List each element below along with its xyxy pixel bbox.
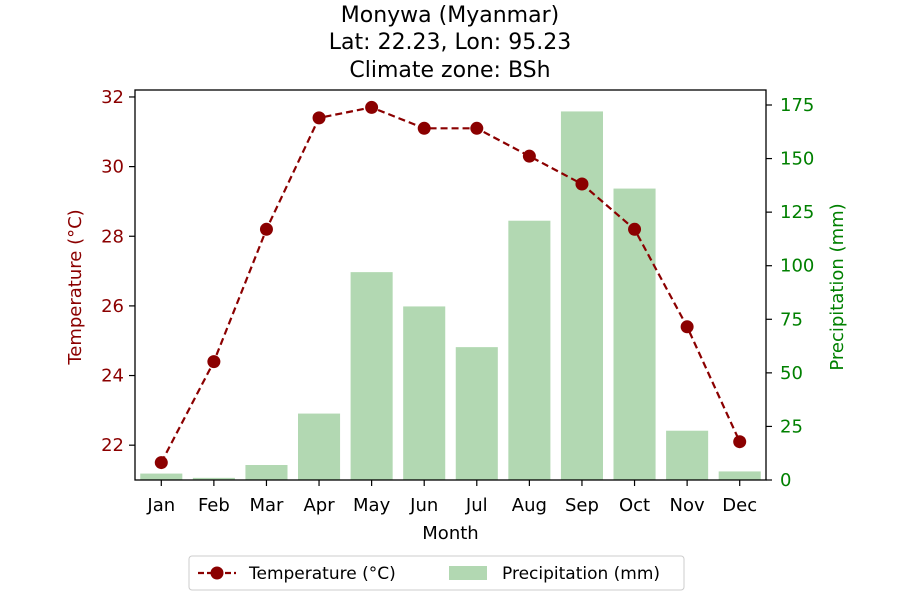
x-tick-label-aug: Aug [512, 495, 547, 516]
legend-precipitation-swatch [449, 566, 487, 580]
legend-precipitation-label: Precipitation (mm) [502, 564, 660, 584]
title-line-2: Lat: 22.23, Lon: 95.23 [329, 30, 571, 55]
precip-bar-aug [508, 220, 551, 480]
temp-point-sep [575, 177, 589, 191]
precip-bar-oct [613, 188, 656, 481]
precipitation-axis-label: Precipitation (mm) [827, 203, 848, 370]
x-tick-label-apr: Apr [303, 495, 335, 516]
y-right-tick-label-25: 25 [780, 416, 803, 437]
temperature-axis-label: Temperature (°C) [65, 209, 86, 365]
precip-bar-apr [298, 413, 341, 480]
precip-bar-nov [666, 430, 709, 480]
temp-point-oct [628, 222, 642, 236]
precip-bar-jul [455, 347, 498, 480]
temp-point-jan [154, 456, 168, 470]
title-line-1: Monywa (Myanmar) [341, 3, 559, 28]
x-tick-label-may: May [353, 495, 391, 516]
y-right-tick-label-125: 125 [780, 202, 814, 223]
temp-point-feb [207, 355, 221, 369]
y-left-tick-label-32: 32 [101, 87, 124, 108]
x-tick-label-jul: Jul [465, 495, 488, 516]
y-right-tick-label-75: 75 [780, 309, 803, 330]
legend: Temperature (°C) Precipitation (mm) [188, 555, 685, 591]
temp-point-dec [733, 435, 747, 449]
x-axis-label: Month [422, 523, 478, 544]
chart-title: Monywa (Myanmar) Lat: 22.23, Lon: 95.23 … [329, 3, 571, 83]
x-tick-label-oct: Oct [619, 495, 650, 516]
x-axis: Jan Feb Mar Apr May Jun Jul Aug Sep Oct Nov Dec [146, 480, 757, 516]
x-tick-label-jan: Jan [146, 495, 175, 516]
y-right-tick-label-175: 175 [780, 95, 814, 116]
temp-point-jun [417, 121, 431, 135]
plot-frame [134, 89, 767, 481]
temp-point-jul [470, 121, 484, 135]
temperature-axis: 22 24 26 28 30 32 [101, 87, 135, 456]
legend-temperature-marker [210, 566, 224, 580]
legend-temperature-label: Temperature (°C) [248, 564, 396, 584]
precipitation-bars [140, 111, 761, 481]
temp-point-aug [522, 149, 536, 163]
x-tick-label-dec: Dec [722, 495, 757, 516]
y-left-tick-label-30: 30 [101, 157, 124, 178]
precip-bar-mar [245, 465, 288, 480]
y-right-tick-label-0: 0 [780, 470, 791, 491]
temp-point-mar [259, 222, 273, 236]
x-tick-label-feb: Feb [198, 495, 230, 516]
x-tick-label-mar: Mar [249, 495, 284, 516]
precip-bar-sep [560, 111, 603, 480]
temperature-line [160, 106, 741, 464]
title-line-3: Climate zone: BSh [349, 58, 550, 83]
temp-point-apr [312, 111, 326, 125]
precip-bar-jun [403, 306, 446, 480]
y-right-tick-label-50: 50 [780, 363, 803, 384]
y-right-tick-label-150: 150 [780, 149, 814, 170]
temperature-series [154, 100, 747, 470]
precip-bar-dec [718, 471, 761, 480]
legend-box [188, 555, 685, 591]
x-tick-label-sep: Sep [565, 495, 599, 516]
y-left-tick-label-28: 28 [101, 226, 124, 247]
y-left-tick-label-24: 24 [101, 366, 124, 387]
y-left-tick-label-22: 22 [101, 435, 124, 456]
precip-bar-jan [140, 473, 183, 480]
x-tick-label-nov: Nov [670, 495, 705, 516]
y-right-tick-label-100: 100 [780, 256, 814, 277]
temp-point-nov [680, 320, 694, 334]
y-left-tick-label-26: 26 [101, 296, 124, 317]
precipitation-axis: 0 25 50 75 100 125 150 175 [766, 95, 814, 491]
precip-bar-may [350, 272, 393, 480]
precip-bar-feb [192, 477, 235, 480]
x-tick-label-jun: Jun [409, 495, 438, 516]
temp-point-may [365, 100, 379, 114]
